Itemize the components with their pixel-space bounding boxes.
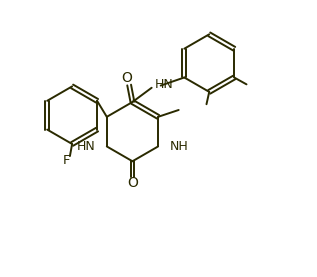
Text: F: F xyxy=(63,155,70,168)
Text: HN: HN xyxy=(76,140,95,153)
Text: O: O xyxy=(121,71,132,85)
Text: NH: NH xyxy=(170,140,188,153)
Text: O: O xyxy=(127,176,138,190)
Text: HN: HN xyxy=(154,78,173,91)
